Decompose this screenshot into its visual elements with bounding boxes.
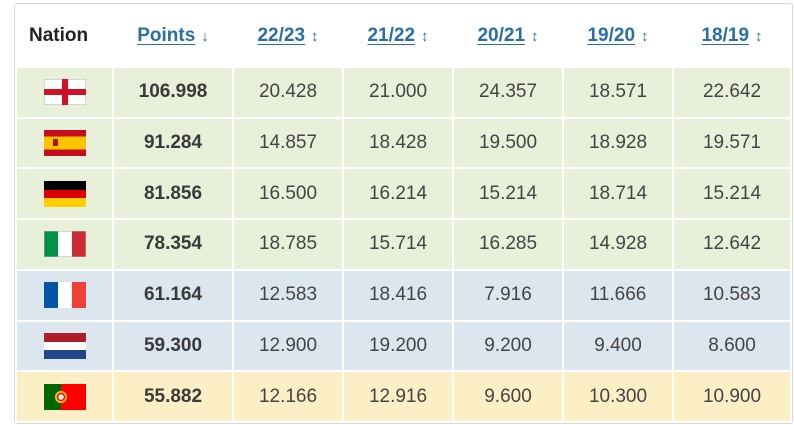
season-cell: 16.500 [232, 167, 344, 221]
ranking-table-container: Nation Points ↓ 22/23 ↕ 21/22 ↕ 20/21 ↕ 19/2… [14, 3, 793, 424]
header-cell: 19/20 ↕ [562, 4, 674, 68]
season-cell: 10.900 [672, 370, 792, 423]
season-cell: 7.916 [452, 268, 564, 322]
flag-cell [15, 167, 114, 221]
header-row: Nation Points ↓ 22/23 ↕ 21/22 ↕ 20/21 ↕ 19/2… [15, 4, 792, 68]
flag-icon [43, 383, 86, 410]
season-cell: 16.285 [452, 218, 564, 271]
season-cell: 15.214 [672, 167, 792, 221]
season-cell: 18.785 [232, 218, 344, 271]
sort-icon: ↕ [641, 28, 649, 45]
season-cell: 20.428 [232, 66, 344, 119]
points-cell: 61.164 [112, 268, 234, 322]
season-cell: 12.916 [342, 370, 454, 423]
season-cell: 12.166 [232, 370, 344, 423]
header-cell: 22/23 ↕ [232, 4, 344, 68]
flag-icon [43, 332, 86, 359]
season-cell: 12.583 [232, 268, 344, 322]
flag-cell [15, 319, 114, 373]
season-cell: 21.000 [342, 66, 454, 119]
sort-link[interactable]: 22/23 [257, 25, 306, 46]
sort-icon: ↓ [201, 28, 209, 45]
sort-link[interactable]: Points [137, 25, 196, 46]
table-row: 91.284 14.857 18.428 19.500 18.928 19.571 [15, 116, 792, 170]
flag-cell [15, 268, 114, 322]
flag-icon [43, 180, 86, 207]
table-row: 59.300 12.900 19.200 9.200 9.400 8.600 [15, 319, 792, 373]
season-cell: 24.357 [452, 66, 564, 119]
points-cell: 81.856 [112, 167, 234, 221]
season-cell: 8.600 [672, 319, 792, 373]
season-cell: 15.214 [452, 167, 564, 221]
sort-icon: ↕ [311, 28, 319, 45]
points-cell: 91.284 [112, 116, 234, 170]
season-cell: 16.214 [342, 167, 454, 221]
season-cell: 15.714 [342, 218, 454, 271]
table-row: 78.354 18.785 15.714 16.285 14.928 12.642 [15, 218, 792, 271]
table-row: 106.998 20.428 21.000 24.357 18.571 22.642 [15, 66, 792, 119]
season-cell: 18.571 [562, 66, 674, 119]
points-cell: 106.998 [112, 66, 234, 119]
sort-icon: ↕ [531, 28, 539, 45]
season-cell: 10.583 [672, 268, 792, 322]
sort-icon: ↕ [421, 28, 429, 45]
season-cell: 10.300 [562, 370, 674, 423]
flag-icon [43, 130, 86, 157]
ranking-table: Nation Points ↓ 22/23 ↕ 21/22 ↕ 20/21 ↕ 19/2… [15, 4, 792, 423]
season-cell: 18.416 [342, 268, 454, 322]
flag-cell [15, 370, 114, 423]
season-cell: 19.200 [342, 319, 454, 373]
flag-icon [43, 282, 86, 309]
season-cell: 9.600 [452, 370, 564, 423]
sort-link[interactable]: 20/21 [477, 25, 526, 46]
header-cell: 21/22 ↕ [342, 4, 454, 68]
sort-link[interactable]: 18/19 [701, 25, 750, 46]
season-cell: 18.428 [342, 116, 454, 170]
season-cell: 18.928 [562, 116, 674, 170]
flag-cell [15, 66, 114, 119]
header-cell: 20/21 ↕ [452, 4, 564, 68]
table-row: 81.856 16.500 16.214 15.214 18.714 15.214 [15, 167, 792, 221]
season-cell: 18.714 [562, 167, 674, 221]
points-cell: 78.354 [112, 218, 234, 271]
sort-icon: ↕ [755, 28, 763, 45]
flag-icon [43, 231, 86, 258]
season-cell: 12.900 [232, 319, 344, 373]
points-cell: 59.300 [112, 319, 234, 373]
sort-link[interactable]: 19/20 [587, 25, 636, 46]
season-cell: 19.500 [452, 116, 564, 170]
season-cell: 19.571 [672, 116, 792, 170]
table-row: 61.164 12.583 18.416 7.916 11.666 10.583 [15, 268, 792, 322]
season-cell: 12.642 [672, 218, 792, 271]
season-cell: 14.857 [232, 116, 344, 170]
table-row: 55.882 12.166 12.916 9.600 10.300 10.900 [15, 370, 792, 423]
season-cell: 9.400 [562, 319, 674, 373]
season-cell: 9.200 [452, 319, 564, 373]
header-cell: 18/19 ↕ [672, 4, 792, 68]
sort-link[interactable]: 21/22 [367, 25, 416, 46]
table-body: 106.998 20.428 21.000 24.357 18.571 22.642 91.… [15, 66, 792, 423]
points-cell: 55.882 [112, 370, 234, 423]
flag-icon [43, 79, 86, 106]
season-cell: 11.666 [562, 268, 674, 322]
header-cell: Points ↓ [112, 4, 234, 68]
header-nation: Nation [15, 4, 114, 68]
season-cell: 22.642 [672, 66, 792, 119]
season-cell: 14.928 [562, 218, 674, 271]
flag-cell [15, 116, 114, 170]
flag-cell [15, 218, 114, 271]
